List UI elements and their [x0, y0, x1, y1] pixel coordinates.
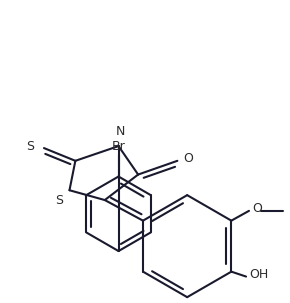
Text: OH: OH — [249, 268, 268, 281]
Text: S: S — [26, 140, 34, 153]
Text: N: N — [116, 125, 125, 138]
Text: Br: Br — [112, 140, 125, 153]
Text: S: S — [56, 194, 64, 207]
Text: O: O — [252, 202, 262, 215]
Text: O: O — [183, 152, 193, 165]
